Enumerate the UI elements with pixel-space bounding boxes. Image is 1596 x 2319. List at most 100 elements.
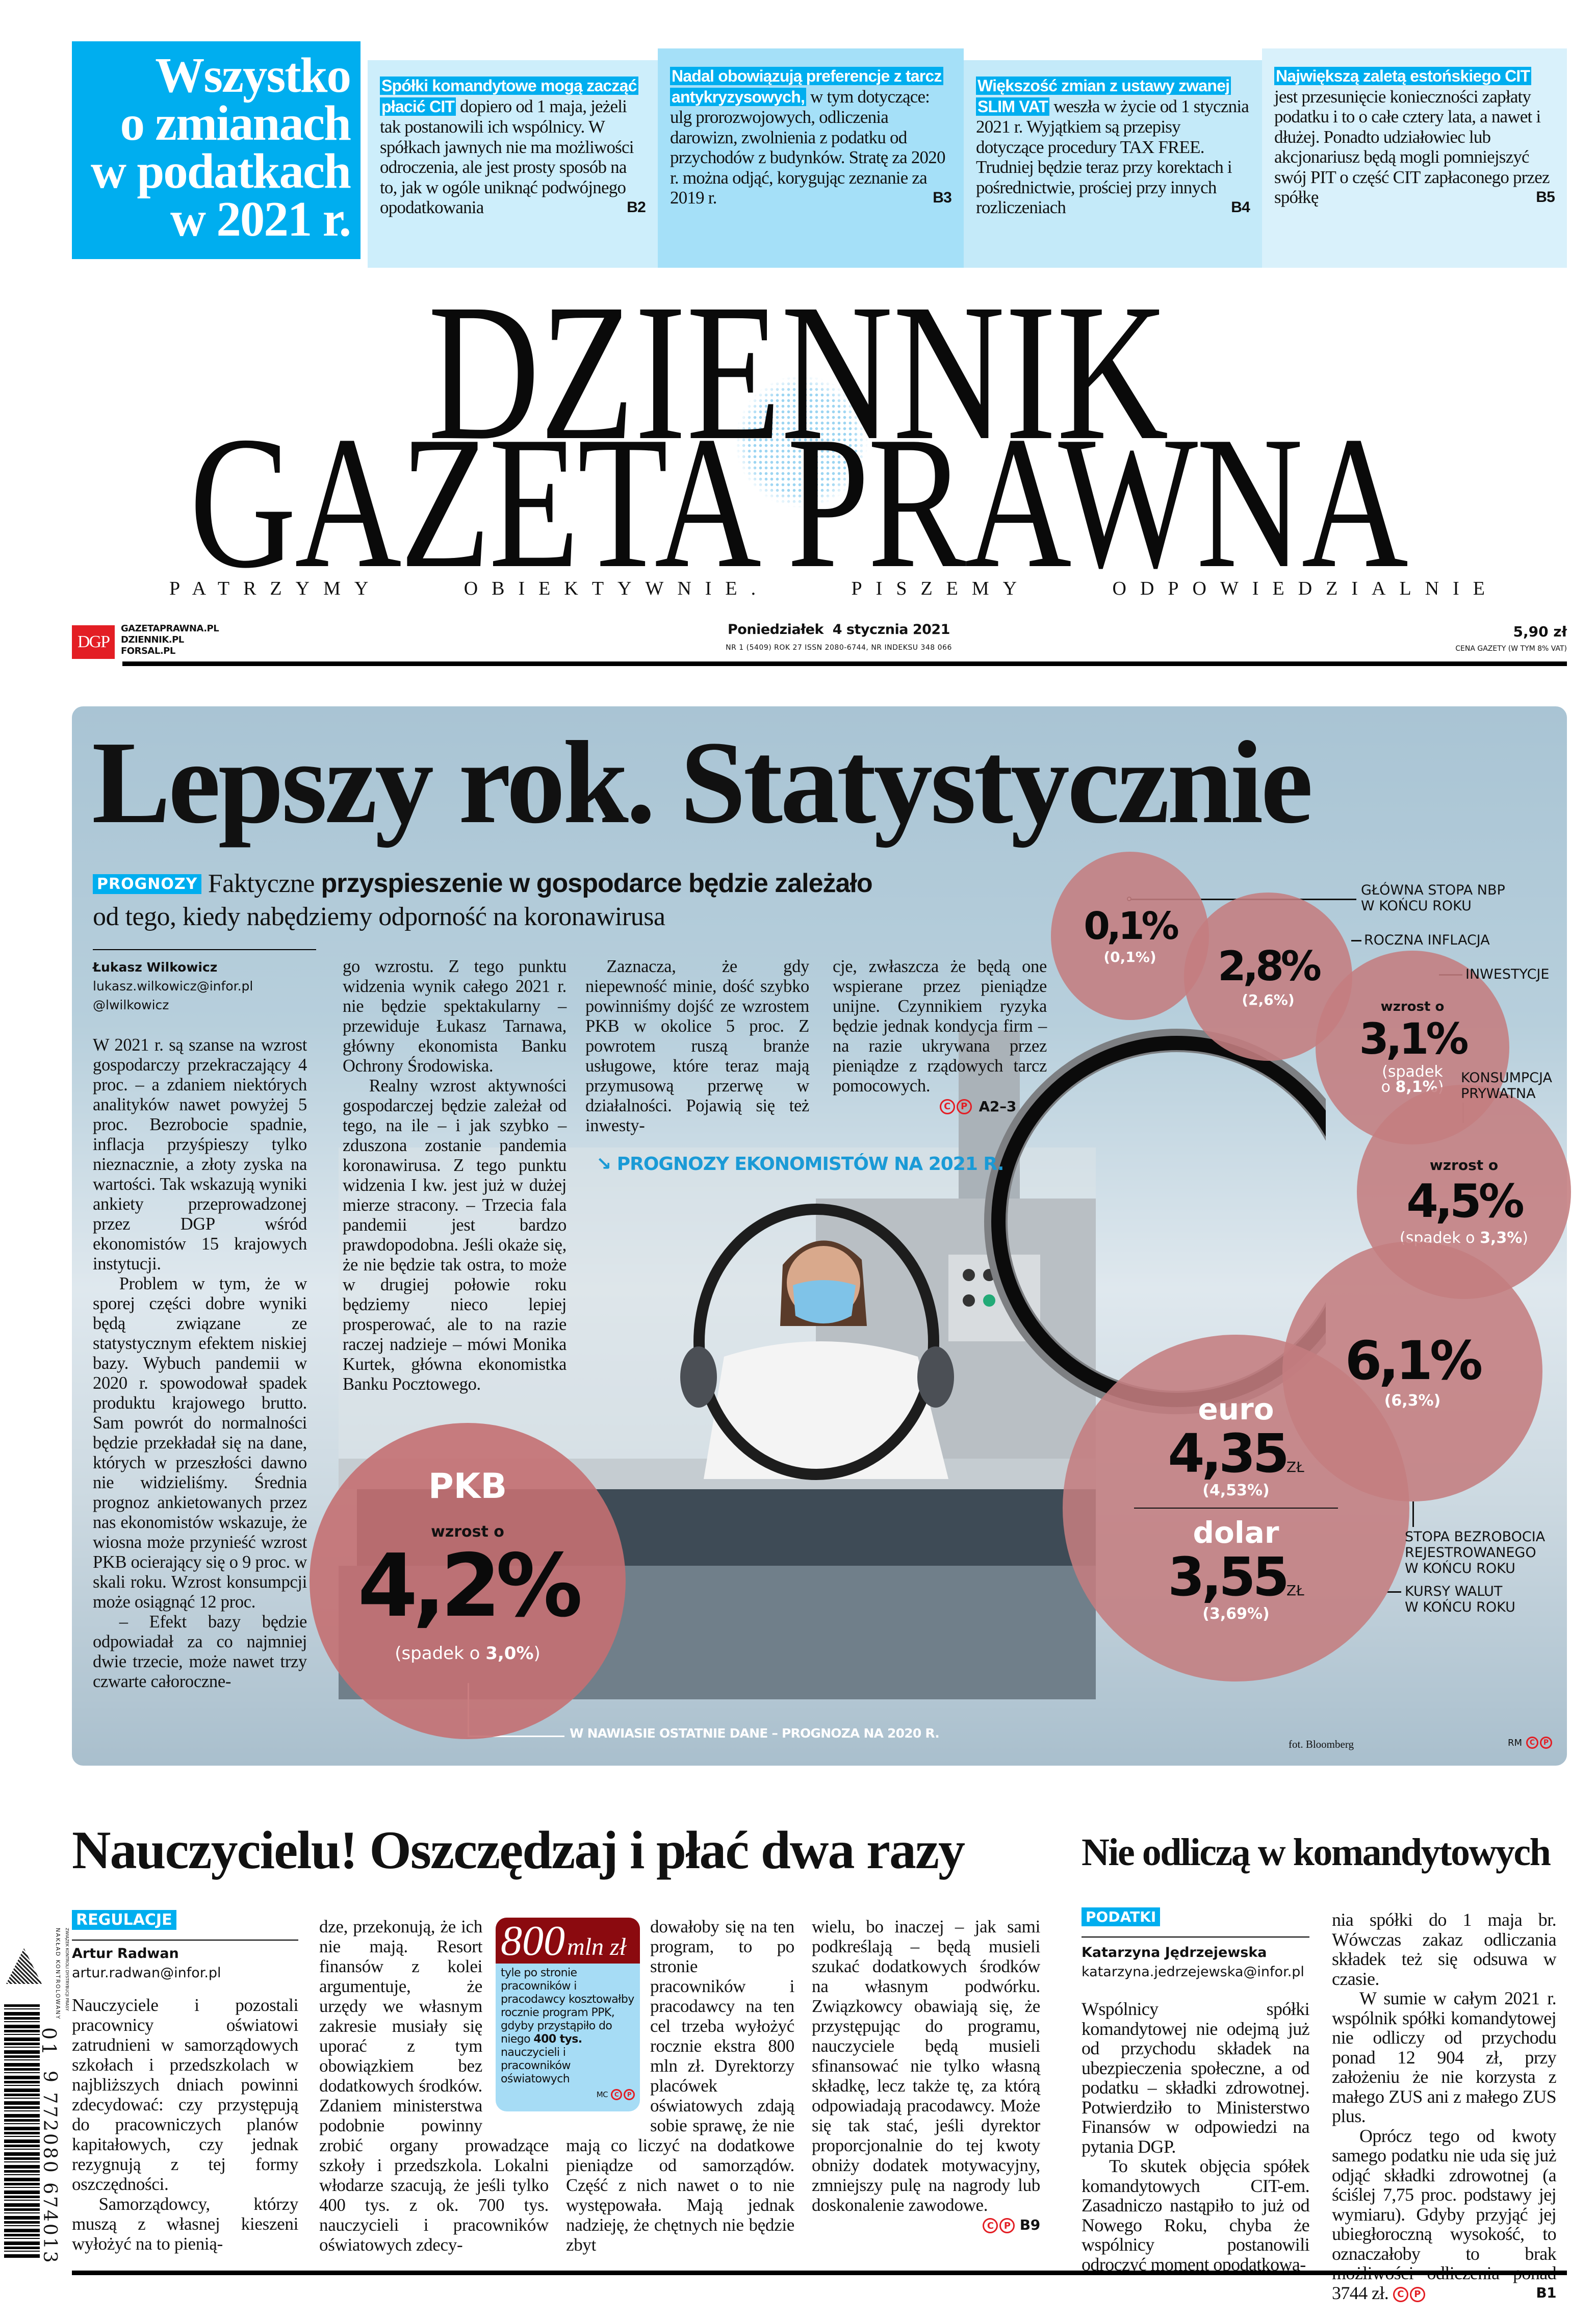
glove	[917, 1346, 954, 1408]
teaser-title-line: Wszystko	[155, 48, 351, 103]
paragraph: dowałoby się na ten program, to po stron…	[566, 1917, 794, 2255]
masthead-line2: GAZETA PRAWNA	[0, 408, 1596, 598]
section-badge[interactable]: PODATKI	[1082, 1907, 1161, 1926]
paragraph: – Efekt bazy będzie odpowiadał za co naj…	[93, 1612, 307, 1691]
barcode-digits: 9 772080 674013	[39, 2071, 60, 2265]
audit-logo-icon	[6, 1948, 42, 1984]
nbp-rate-prev: (0,1%)	[1103, 949, 1156, 965]
infographic-title: ↘ PROGNOZY EKONOMISTÓW NA 2021 R.	[596, 1154, 1004, 1175]
phonographic-icon: P	[999, 2218, 1015, 2233]
masthead-line1: DZIENNIK	[0, 274, 1596, 471]
unemployment-value: 6,1%	[1345, 1330, 1483, 1392]
fx-divider	[1134, 1508, 1338, 1509]
leader-line	[1412, 1501, 1414, 1527]
gdp-label: PKB	[428, 1466, 507, 1507]
teaser-card-b2[interactable]: Spółki komandytowe mogą zacząć płacić CI…	[368, 60, 658, 268]
callout-number: 800	[501, 1918, 565, 1965]
face-mask	[793, 1280, 856, 1323]
held-ring	[693, 1204, 939, 1480]
currency-unit: ZŁ	[1286, 1459, 1304, 1475]
sub-text: od tego, kiedy nabędziemy odporność na k…	[93, 902, 665, 931]
gdp-value: 4,2%	[357, 1536, 582, 1637]
fx-bubble: euro 4,35ZŁ (4,53%) dolar 3,55ZŁ (3,69%)	[1063, 1335, 1409, 1681]
author-email[interactable]: artur.radwan@infor.pl	[72, 1965, 221, 1981]
teaser-title-box: Wszystko o zmianach w podatkach w 2021 r…	[72, 41, 361, 259]
teaser-card-b3[interactable]: Nadal obowiązują preferencje z tarcz ant…	[658, 48, 964, 268]
control-button	[963, 1269, 975, 1281]
photo-credit: fot. Bloomberg	[1289, 1738, 1354, 1750]
lead-column-2: go wzrostu. Z tego punktu widzenia wynik…	[343, 957, 567, 1394]
label-line: KURSY WALUT	[1405, 1584, 1503, 1599]
page-ref: B4	[1231, 199, 1250, 216]
teaser-body: w tym dotyczące: ulg prorozwojowych, odl…	[670, 86, 945, 208]
article2-column-4: wielu, bo inaczej – jak sami podkreślają…	[812, 1917, 1040, 2235]
callout-unit: mln zł	[567, 1933, 627, 1960]
unemployment-prev: (6,3%)	[1384, 1392, 1441, 1410]
label-line: KONSUMPCJA	[1461, 1070, 1552, 1086]
teaser-title-line: w 2021 r.	[170, 192, 351, 246]
tagline-word: PATRZYMY	[169, 578, 382, 599]
teaser-title-line: o zmianach	[120, 96, 351, 150]
continued-ref[interactable]: A2–3	[979, 1098, 1017, 1115]
site-link[interactable]: FORSAL.PL	[121, 646, 175, 656]
nbp-rate-bubble: 0,1% (0,1%)	[1051, 852, 1209, 1020]
teaser-card-b5[interactable]: Największą zaletą estońskiego CIT jest p…	[1262, 48, 1567, 268]
lead-headline[interactable]: Lepszy rok. Statystycznie	[92, 717, 1313, 848]
paragraph: Wspólnicy spółki komandytowej nie odejmą…	[1082, 1999, 1310, 2157]
leader-line	[1351, 940, 1361, 941]
page-ref[interactable]: B9	[1019, 2216, 1041, 2233]
site-link[interactable]: GAZETAPRAWNA.PL	[121, 623, 219, 634]
site-link[interactable]: DZIENNIK.PL	[121, 634, 184, 645]
fx-label: KURSY WALUT W KOŃCU ROKU	[1405, 1584, 1515, 1615]
bubble-prefix: wzrost o	[1429, 1157, 1499, 1174]
author-name: Łukasz Wilkowicz	[93, 960, 218, 975]
gdp-bubble: PKB wzrost o 4,2% (spadek o 3,0%)	[310, 1423, 626, 1739]
page-ref: B5	[1536, 189, 1555, 206]
euro-rate: 4,35	[1168, 1422, 1290, 1485]
label-line: PRYWATNA	[1461, 1086, 1536, 1102]
page-ref[interactable]: B1	[1536, 2284, 1556, 2301]
copyright-icon: C	[1393, 2287, 1408, 2303]
article-headline[interactable]: Nie odliczą w komandytowych	[1082, 1831, 1551, 1874]
paragraph: W 2021 r. są szanse na wzrost gospodarcz…	[93, 1035, 307, 1273]
article-headline[interactable]: Nauczycielu! Oszczędzaj i płać dwa razy	[72, 1820, 965, 1880]
consumption-prev: )	[1522, 1229, 1528, 1247]
sub-text: Faktyczne	[208, 869, 321, 898]
unemployment-label: STOPA BEZROBOCIA REJESTROWANEGO W KOŃCU RO…	[1405, 1529, 1545, 1576]
paragraph: Oprócz tego od kwoty samego podatku nie …	[1332, 2125, 1557, 2303]
tagline-word: ODPOWIEDZIALNIE	[1112, 578, 1499, 599]
audit-logo-text: ZWIĄZEK KONTROLI DYSTRYBUCJI PRASY	[65, 1928, 69, 2011]
paragraph: Realny wzrost aktywności gospodarczej bę…	[343, 1076, 567, 1394]
inflation-value: 2,8%	[1218, 942, 1322, 990]
section-badge[interactable]: REGULACJE	[72, 1910, 176, 1930]
author-initials: MC	[596, 2090, 608, 2099]
gdp-prev: (spadek o	[395, 1643, 486, 1664]
author-initials: RM	[1508, 1737, 1523, 1748]
audit-logo: NAKŁAD KONTROLOWANY ZWIĄZEK KONTROLI DYS…	[6, 1928, 69, 2020]
phonographic-icon: P	[1540, 1737, 1553, 1749]
paragraph: Nauczyciele i pozostali pracownicy oświa…	[72, 1995, 298, 2194]
section-badge[interactable]: PROGNOZY	[93, 874, 202, 894]
author-email[interactable]: lukasz.wilkowicz@infor.pl	[93, 979, 253, 993]
nbp-rate-label: GŁÓWNA STOPA NBP W KOŃCU ROKU	[1361, 882, 1505, 914]
teaser-heading: Największą zaletą estońskiego CIT	[1274, 67, 1532, 85]
usd-label: dolar	[1193, 1515, 1279, 1550]
bottom-rule	[72, 2271, 1567, 2275]
callout-text-bold: 400 tys.	[533, 2033, 582, 2046]
author-name: Artur Radwan	[72, 1946, 179, 1961]
investment-prev: (spadek	[1382, 1063, 1443, 1081]
lead-column-4: cje, zwłaszcza że będą one wspierane prz…	[833, 957, 1047, 1115]
euro-label: euro	[1198, 1392, 1274, 1426]
price-note: CENA GAZETY (W TYM 8% VAT)	[1455, 645, 1567, 653]
article2-column-3: dowałoby się na ten program, to po stron…	[566, 1917, 794, 2255]
bubble-prefix: wzrost o	[1380, 999, 1445, 1014]
issue-number: NR 1 (5409) ROK 27 ISSN 2080-6744, NR IN…	[726, 644, 952, 652]
dgp-logo[interactable]: DGP	[72, 625, 115, 659]
lead-subheadline: PROGNOZY Faktyczne przyspieszenie w gosp…	[93, 867, 1046, 933]
teaser-card-b4[interactable]: Większość zmian z ustawy zwanej SLIM VAT…	[964, 60, 1262, 268]
author-handle[interactable]: @lwilkowicz	[93, 998, 169, 1012]
author-email[interactable]: katarzyna.jedrzejewska@infor.pl	[1082, 1964, 1304, 1980]
byline: Katarzyna Jędrzejewska katarzyna.jedrzej…	[1082, 1943, 1304, 1982]
